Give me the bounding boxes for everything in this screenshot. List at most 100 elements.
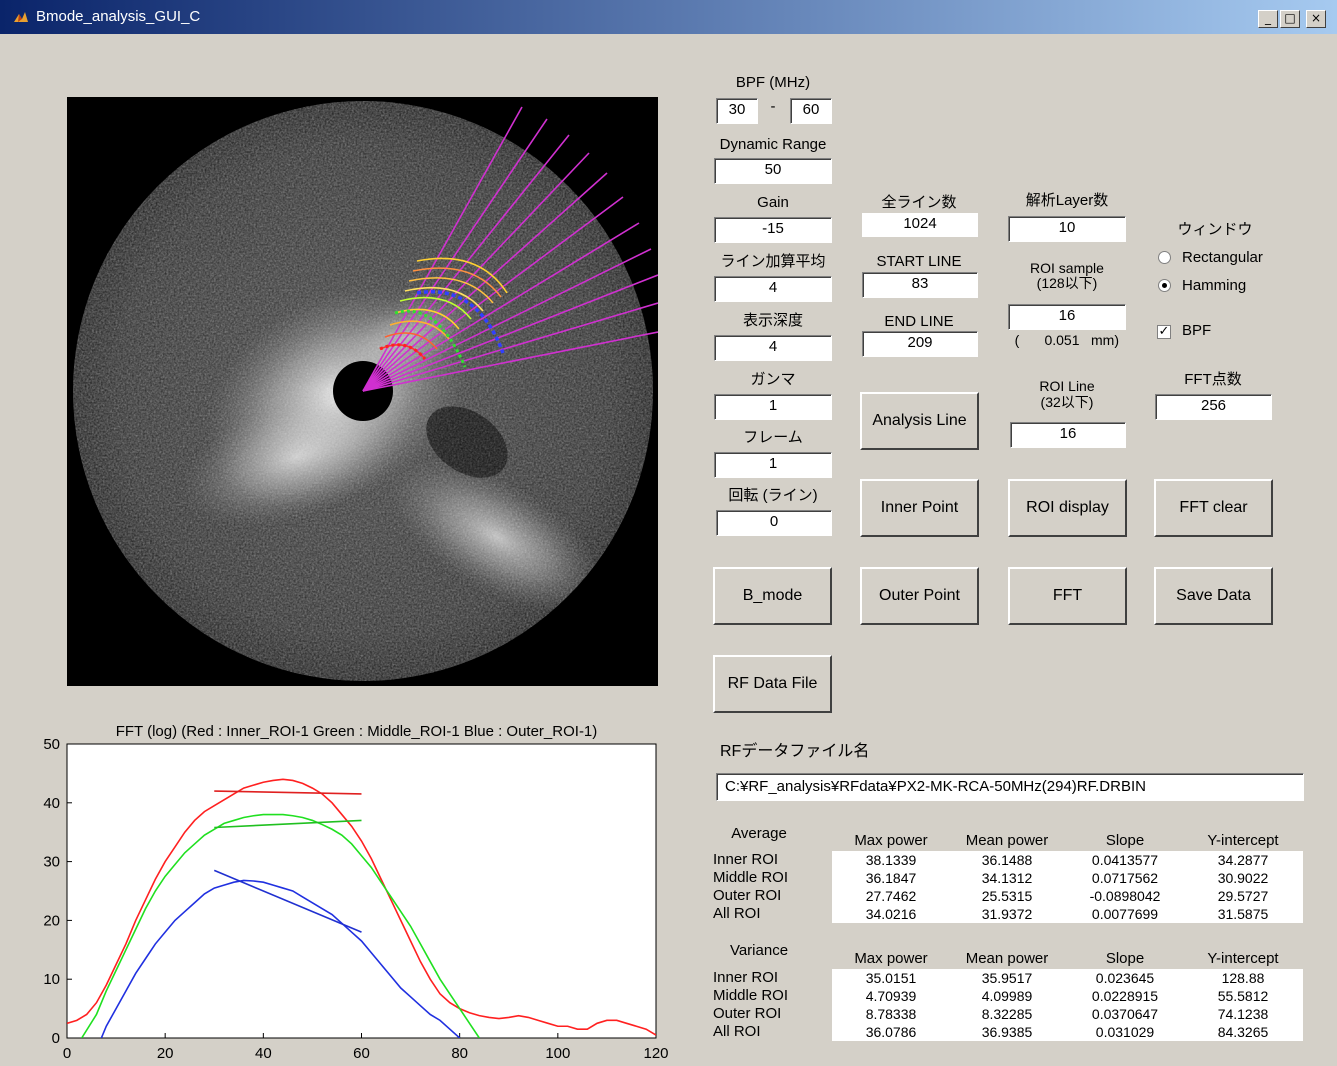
minimize-button[interactable]: _ [1258, 10, 1278, 28]
y-tick-label: 20 [43, 912, 60, 929]
fft-clear-button[interactable]: FFT clear [1154, 479, 1273, 537]
column-header: Mean power [965, 832, 1049, 849]
hamming-label: Hamming [1182, 277, 1247, 294]
column-header: Max power [854, 950, 928, 967]
table-cell: 128.88 [1221, 970, 1265, 986]
hamming-radio[interactable] [1158, 279, 1171, 292]
title-bar[interactable]: Bmode_analysis_GUI_C _ □ × [0, 0, 1337, 34]
series-line-2 [100, 879, 461, 1038]
table-cell: 0.031029 [1095, 1024, 1155, 1040]
analysis-layers-field[interactable]: 10 [1008, 216, 1126, 242]
close-button[interactable]: × [1306, 10, 1326, 28]
end-line-label: END LINE [884, 313, 954, 330]
chart-title: FFT (log) (Red : Inner_ROI-1 Green : Mid… [116, 723, 598, 740]
table-cell: 36.1488 [981, 852, 1033, 868]
column-header: Y-intercept [1207, 832, 1279, 849]
inner-point-button[interactable]: Inner Point [860, 479, 979, 537]
table-cell: 29.5727 [1217, 888, 1269, 904]
bpf-low-field[interactable]: 30 [716, 98, 758, 124]
bpf-high-field[interactable]: 60 [790, 98, 832, 124]
table-values-box [832, 851, 1303, 923]
outer-boundary [416, 290, 505, 354]
roi-display-button[interactable]: ROI display [1008, 479, 1127, 537]
rectangular-radio[interactable] [1158, 251, 1171, 264]
roi-line-field[interactable]: 16 [1010, 422, 1126, 448]
fft-points-field[interactable]: 256 [1155, 394, 1272, 420]
frame-field[interactable]: 1 [714, 452, 832, 478]
y-tick-label: 10 [43, 971, 60, 988]
roi-sample-label: ROI sample [1030, 260, 1104, 276]
table-cell: 0.023645 [1095, 970, 1155, 986]
matlab-icon [14, 12, 28, 22]
start-line-label: START LINE [876, 253, 962, 270]
maximize-button[interactable]: □ [1280, 10, 1300, 28]
bpf-label: BPF (MHz) [735, 74, 811, 91]
table-cell: 36.1847 [865, 870, 917, 886]
save-data-button[interactable]: Save Data [1154, 567, 1273, 625]
rotate-field[interactable]: 0 [716, 510, 832, 536]
x-tick-label: 120 [643, 1045, 668, 1062]
b-mode-button[interactable]: B_mode [713, 567, 832, 625]
fit-line-2 [213, 869, 362, 933]
table-cell: 35.0151 [865, 970, 917, 986]
table-cell: -0.0898042 [1089, 888, 1161, 904]
row-label: Middle ROI [713, 869, 789, 886]
row-label: All ROI [713, 905, 761, 922]
rf-file-label: RFデータファイル名 [720, 743, 870, 760]
middle-boundary [394, 309, 467, 368]
column-header: Slope [1105, 950, 1145, 967]
fft-points-label: FFT点数 [1184, 371, 1242, 388]
inner-boundary [379, 343, 427, 360]
variance-title: Variance [729, 942, 789, 959]
start-line-field[interactable]: 83 [862, 272, 978, 298]
average-title: Average [731, 825, 787, 842]
roi-layers [379, 257, 508, 360]
column-header: Y-intercept [1207, 950, 1279, 967]
roi-sample-mm-value: 0.051 [1044, 332, 1080, 348]
end-line-field[interactable]: 209 [862, 331, 978, 357]
series-line-1 [81, 813, 480, 1038]
fft-button[interactable]: FFT [1008, 567, 1127, 625]
table-cell: 34.0216 [865, 906, 917, 922]
window-function-label: ウィンドウ [1177, 221, 1253, 238]
table-cell: 8.32285 [981, 1006, 1033, 1022]
table-cell: 84.3265 [1217, 1024, 1269, 1040]
table-cell: 34.2877 [1217, 852, 1269, 868]
table-cell: 8.78338 [865, 1006, 917, 1022]
dynamic-range-label: Dynamic Range [719, 136, 827, 153]
bpf-checkbox[interactable]: ✓ [1157, 324, 1171, 339]
table-cell: 0.0077699 [1091, 906, 1159, 922]
outer-point-button[interactable]: Outer Point [860, 567, 979, 625]
rotate-label: 回転 (ライン) [728, 487, 818, 504]
rectangular-label: Rectangular [1182, 249, 1263, 266]
analysis-line-button[interactable]: Analysis Line [860, 392, 979, 450]
window-title: Bmode_analysis_GUI_C [36, 8, 201, 25]
row-label: Outer ROI [713, 887, 782, 904]
gain-label: Gain [757, 194, 789, 211]
column-header: Slope [1105, 832, 1145, 849]
x-tick-label: 100 [545, 1045, 570, 1062]
fit-line-0 [214, 790, 362, 795]
gain-field[interactable]: -15 [714, 217, 832, 243]
total-lines-value: 1024 [862, 213, 978, 237]
bpf-checkbox-label: BPF [1182, 322, 1212, 339]
gamma-field[interactable]: 1 [714, 394, 832, 420]
rf-file-path-field[interactable]: C:¥RF_analysis¥RFdata¥PX2-MK-RCA-50MHz(2… [716, 773, 1304, 801]
line-average-field[interactable]: 4 [714, 276, 832, 302]
frame-label: フレーム [743, 429, 803, 446]
roi-line-label: ROI Line [1039, 378, 1095, 394]
table-cell: 0.0370647 [1091, 1006, 1159, 1022]
plot-area [66, 743, 657, 1039]
roi-sample-field[interactable]: 16 [1008, 304, 1126, 330]
gamma-label: ガンマ [750, 371, 796, 388]
display-depth-field[interactable]: 4 [714, 335, 832, 361]
dynamic-range-field[interactable]: 50 [714, 158, 832, 184]
bpf-separator: - [770, 98, 776, 115]
table-cell: 74.1238 [1217, 1006, 1269, 1022]
fft-chart: FFT (log) (Red : Inner_ROI-1 Green : Mid… [43, 723, 668, 1062]
rf-data-file-button[interactable]: RF Data File [713, 655, 832, 713]
bmode-image[interactable] [67, 97, 658, 686]
row-label: Inner ROI [713, 851, 779, 868]
table-cell: 0.0228915 [1091, 988, 1159, 1004]
